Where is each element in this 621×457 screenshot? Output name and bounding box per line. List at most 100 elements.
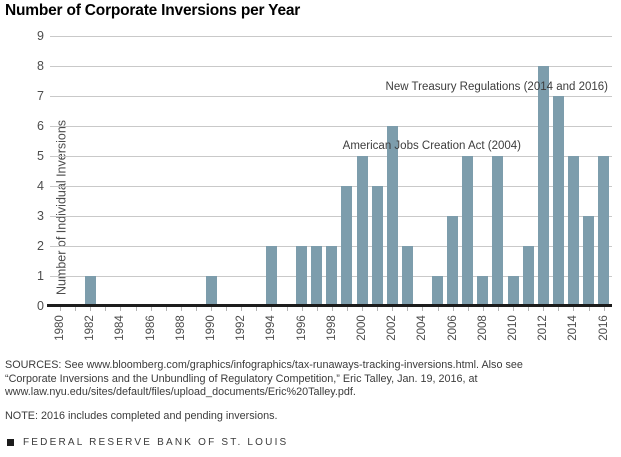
x-tick-label-2014: 2014: [567, 315, 580, 341]
x-tick-2013: [558, 307, 560, 311]
gridline-5: [50, 156, 612, 157]
bar-2007: [462, 156, 474, 306]
bar-2012: [537, 66, 549, 306]
bar-1982: [84, 276, 96, 306]
bar-2015: [583, 216, 594, 306]
plot-area: Number of Individual Inversions 0 1 2 3 4 5 6 7…: [37, 29, 612, 341]
bar-2003: [401, 246, 413, 306]
y-axis-title: Number of Individual Inversions: [54, 119, 69, 296]
x-tick-1981: [75, 307, 77, 311]
gridline-3: [50, 216, 612, 217]
x-tick-1982: [90, 307, 92, 311]
bar-1990: [205, 276, 217, 306]
bar-2006: [447, 216, 459, 306]
x-tick-2002: [392, 307, 394, 311]
x-tick-1987: [165, 307, 167, 311]
x-tick-1985: [135, 307, 137, 311]
x-tick-label-2008: 2008: [476, 315, 489, 341]
annotation-new-treasury-regulations: New Treasury Regulations (2014 and 2016): [385, 81, 608, 93]
x-tick-1995: [286, 307, 288, 311]
x-tick-2006: [452, 307, 454, 311]
x-tick-1988: [180, 307, 182, 311]
x-tick-label-1982: 1982: [84, 315, 97, 341]
x-tick-label-1980: 1980: [54, 315, 66, 341]
x-tick-1989: [195, 307, 197, 311]
x-tick-1996: [301, 307, 303, 311]
x-tick-1997: [316, 307, 318, 311]
annotation-american-jobs-creation-act: American Jobs Creation Act (2004): [342, 140, 521, 152]
x-tick-1983: [105, 307, 107, 311]
x-tick-1984: [120, 307, 122, 311]
y-tick-label-4: 4: [37, 179, 44, 193]
x-tick-label-2012: 2012: [537, 315, 550, 341]
footer-brand: FEDERAL RESERVE BANK OF ST. LOUIS: [7, 437, 288, 448]
x-tick-2000: [362, 307, 363, 311]
y-tick-label-5: 5: [37, 149, 44, 163]
y-tick-label-9: 9: [37, 29, 44, 43]
x-tick-label-2000: 2000: [356, 315, 368, 341]
x-tick-1993: [256, 307, 258, 311]
bar-2011: [522, 246, 534, 306]
chart-title: Number of Corporate Inversions per Year: [5, 2, 301, 19]
x-tick-1992: [241, 307, 243, 311]
gridline-4: [50, 186, 612, 187]
gridline-8: [50, 66, 612, 67]
y-tick-label-6: 6: [37, 119, 44, 133]
y-tick-label-8: 8: [37, 59, 44, 73]
bar-2000: [356, 156, 368, 306]
gridline-7: [50, 96, 612, 97]
y-tick-label-2: 2: [37, 239, 44, 253]
square-bullet-icon: [7, 439, 14, 446]
y-tick-label-3: 3: [37, 209, 44, 223]
x-tick-label-1988: 1988: [174, 315, 187, 341]
x-tick-2005: [437, 307, 439, 311]
x-tick-label-2004: 2004: [416, 315, 429, 341]
x-tick-2016: [603, 307, 605, 311]
bar-2005: [432, 276, 443, 306]
gridline-6: [50, 126, 612, 127]
x-tick-1994: [271, 307, 273, 311]
bar-2009: [492, 156, 504, 306]
x-tick-1990: [211, 307, 212, 311]
x-tick-label-2002: 2002: [386, 315, 399, 341]
y-tick-label-7: 7: [37, 89, 44, 103]
x-tick-1986: [150, 307, 152, 311]
bar-2014: [567, 156, 579, 306]
x-tick-2008: [482, 307, 484, 311]
bar-2010: [507, 276, 519, 306]
x-tick-2001: [377, 307, 379, 311]
note-text: NOTE: 2016 includes completed and pendin…: [5, 410, 278, 422]
x-tick-2011: [528, 307, 530, 311]
x-tick-2010: [513, 307, 514, 311]
x-tick-label-1990: 1990: [205, 315, 217, 341]
x-tick-label-1996: 1996: [295, 315, 308, 341]
y-tick-label-0: 0: [37, 299, 44, 313]
x-axis-line: [47, 304, 612, 307]
x-tick-label-2016: 2016: [597, 315, 610, 341]
brand-label: FEDERAL RESERVE BANK OF ST. LOUIS: [23, 437, 289, 448]
bar-1994: [265, 246, 277, 306]
bar-2001: [371, 186, 383, 306]
sources-text: SOURCES: See www.bloomberg.com/graphics/…: [5, 359, 523, 398]
x-tick-1980: [60, 307, 61, 311]
x-tick-label-1992: 1992: [235, 315, 248, 341]
x-tick-label-1986: 1986: [144, 315, 157, 341]
x-tick-2014: [573, 307, 575, 311]
bar-2002: [386, 126, 398, 306]
y-tick-label-1: 1: [37, 269, 44, 283]
x-tick-2009: [497, 307, 499, 311]
x-tick-2015: [588, 307, 590, 311]
x-tick-1998: [331, 307, 333, 311]
x-tick-label-2006: 2006: [446, 315, 459, 341]
x-tick-2007: [467, 307, 469, 311]
x-tick-2004: [422, 307, 424, 311]
x-tick-2003: [407, 307, 409, 311]
gridline-9: [50, 36, 612, 37]
bar-2013: [552, 96, 564, 306]
x-tick-1991: [226, 307, 228, 311]
x-tick-label-1984: 1984: [114, 315, 127, 341]
bar-1996: [296, 246, 308, 306]
x-tick-label-1994: 1994: [265, 315, 278, 341]
x-tick-1999: [346, 307, 348, 311]
